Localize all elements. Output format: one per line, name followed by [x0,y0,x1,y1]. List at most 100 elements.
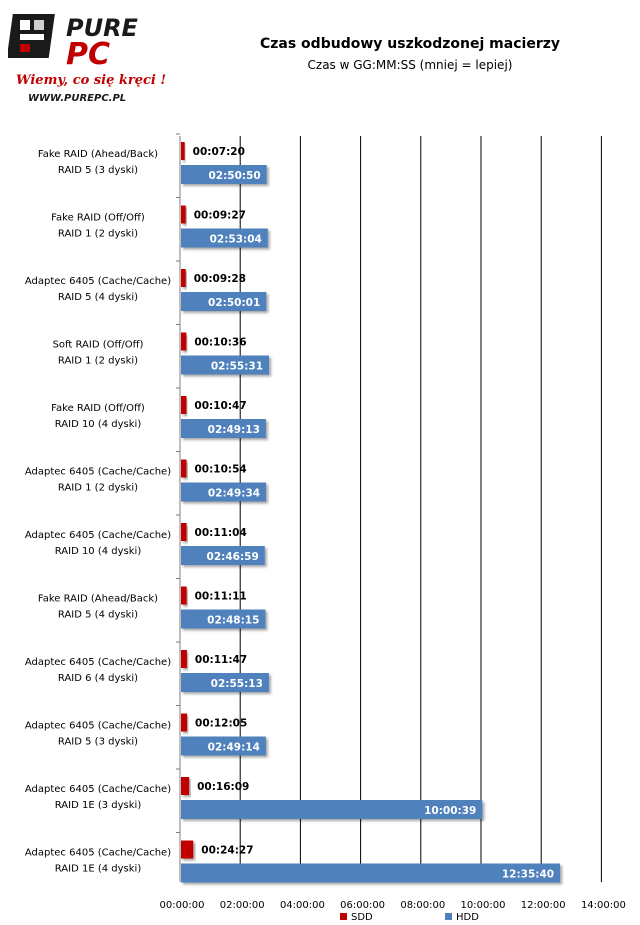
axis: 00:00:00 02:00:00 04:00:00 06:00:00 08:00:00… [160,133,626,911]
category-label-line: Adaptec 6405 (Cache/Cache) [25,784,171,795]
purepc-logo: PURE PC Wiemy, co się kręci ! WWW.PUREPC… [8,14,166,104]
sdd-value-label: 00:11:04 [195,527,247,539]
sdd-bar [181,586,187,605]
hdd-bar [181,800,483,819]
sdd-value-label: 00:10:47 [194,400,246,412]
gridlines [239,136,602,882]
chart-title: Czas odbudowy uszkodzonej macierzy [259,36,560,52]
legend-label: SDD [351,912,373,923]
hdd-bar [181,165,267,184]
sdd-bar [181,205,186,224]
sdd-bar [181,840,194,859]
category-label: Fake RAID (Ahead/Back) RAID 5 (3 dyski) [38,149,158,176]
sdd-bar [181,650,187,668]
category-label-line: RAID 6 (4 dyski) [58,673,138,684]
hdd-bar [181,355,270,375]
x-tick-label: 04:00:00 [280,900,325,911]
sdd-value-label: 00:09:28 [194,273,246,285]
x-tick-label: 10:00:00 [461,900,506,911]
category-label-line: Adaptec 6405 (Cache/Cache) [25,530,171,541]
category-label: Soft RAID (Off/Off) RAID 1 (2 dyski) [53,340,144,367]
hdd-value-label: 02:55:31 [211,361,263,373]
category-label-line: RAID 5 (3 dyski) [58,737,138,748]
category-label-line: RAID 10 (4 dyski) [55,546,142,557]
legend-swatch [340,913,347,920]
category-label: Adaptec 6405 (Cache/Cache) RAID 1 (2 dysk… [25,467,171,494]
hdd-value-label: 02:48:15 [207,615,259,627]
hdd-value-label: 12:35:40 [502,869,554,881]
x-tick-label: 02:00:00 [220,900,265,911]
hdd-bar [181,228,268,248]
hdd-value-label: 02:46:59 [207,551,259,563]
category-label-line: Fake RAID (Off/Off) [51,403,145,414]
logo-brand-bottom: PC [66,37,110,72]
logo-brand-top: PURE [66,14,139,42]
legend-label: HDD [456,912,479,923]
hdd-bar [181,419,266,438]
category-label-line: RAID 10 (4 dyski) [55,419,142,430]
hdd-value-label: 10:00:39 [424,805,476,817]
sdd-bar [181,523,187,541]
hdd-bar [181,292,267,311]
category-label: Adaptec 6405 (Cache/Cache) RAID 1E (3 dys… [25,784,171,811]
sdd-value-label: 00:09:27 [194,210,246,222]
sdd-bar [181,332,187,351]
sdd-value-label: 00:07:20 [193,146,245,158]
sdd-value-label: 00:10:36 [194,337,246,349]
hdd-bar [181,609,266,629]
category-label: Fake RAID (Off/Off) RAID 10 (4 dyski) [51,403,145,430]
logo-slogan: Wiemy, co się kręci ! [16,73,166,88]
category-label: Adaptec 6405 (Cache/Cache) RAID 1E (4 dys… [25,848,171,875]
category-label-line: RAID 1E (3 dyski) [55,800,142,811]
category-label: Fake RAID (Off/Off) RAID 1 (2 dyski) [51,213,145,240]
sdd-bar [181,713,188,732]
sdd-bar [181,777,190,795]
category-label-line: RAID 5 (4 dyski) [58,610,138,621]
hdd-value-label: 02:50:50 [208,170,260,182]
labels: Fake RAID (Ahead/Back) RAID 5 (3 dyski) 00… [25,146,554,881]
hdd-value-label: 02:55:13 [211,678,263,690]
hdd-value-label: 02:50:01 [208,297,260,309]
category-label-line: Fake RAID (Off/Off) [51,213,145,224]
x-tick-label: 12:00:00 [521,900,566,911]
category-label-line: RAID 1E (4 dyski) [55,864,142,875]
category-label: Adaptec 6405 (Cache/Cache) RAID 5 (3 dysk… [25,721,171,748]
category-label: Adaptec 6405 (Cache/Cache) RAID 10 (4 dys… [25,530,171,557]
category-label-line: Adaptec 6405 (Cache/Cache) [25,467,171,478]
category-label-line: Adaptec 6405 (Cache/Cache) [25,848,171,859]
x-tick-label: 14:00:00 [581,900,626,911]
category-label: Fake RAID (Ahead/Back) RAID 5 (4 dyski) [38,594,158,621]
hdd-bar [181,546,265,565]
hdd-bar [181,736,266,756]
x-tick-label: 00:00:00 [160,900,205,911]
sdd-bar [181,459,187,478]
hdd-bar [181,673,269,692]
category-label-line: RAID 1 (2 dyski) [58,356,138,367]
hdd-value-label: 02:49:34 [208,488,260,500]
hdd-value-label: 02:53:04 [210,234,262,246]
category-label-line: RAID 5 (3 dyski) [58,165,138,176]
sdd-value-label: 00:11:47 [195,654,247,666]
category-label-line: Fake RAID (Ahead/Back) [38,149,158,160]
x-tick-label: 08:00:00 [400,900,445,911]
hdd-value-label: 02:49:13 [208,424,260,436]
category-label-line: Soft RAID (Off/Off) [53,340,144,351]
sdd-bar [181,396,187,414]
category-label-line: Adaptec 6405 (Cache/Cache) [25,657,171,668]
logo-emblem [8,14,55,58]
sdd-value-label: 00:24:27 [201,845,253,857]
category-label-line: RAID 5 (4 dyski) [58,292,138,303]
hdd-value-label: 02:49:14 [208,742,260,754]
sdd-value-label: 00:10:54 [194,464,246,476]
category-label-line: Adaptec 6405 (Cache/Cache) [25,276,171,287]
chart-subtitle: Czas w GG:MM:SS (mniej = lepiej) [307,58,513,72]
bars [181,142,561,883]
category-label: Adaptec 6405 (Cache/Cache) RAID 6 (4 dysk… [25,657,171,684]
sdd-value-label: 00:12:05 [195,718,247,730]
x-tick-label: 06:00:00 [340,900,385,911]
logo-url: WWW.PUREPC.PL [28,93,126,104]
category-label-line: Fake RAID (Ahead/Back) [38,594,158,605]
hdd-bar [181,482,267,502]
legend-swatch [445,913,452,920]
